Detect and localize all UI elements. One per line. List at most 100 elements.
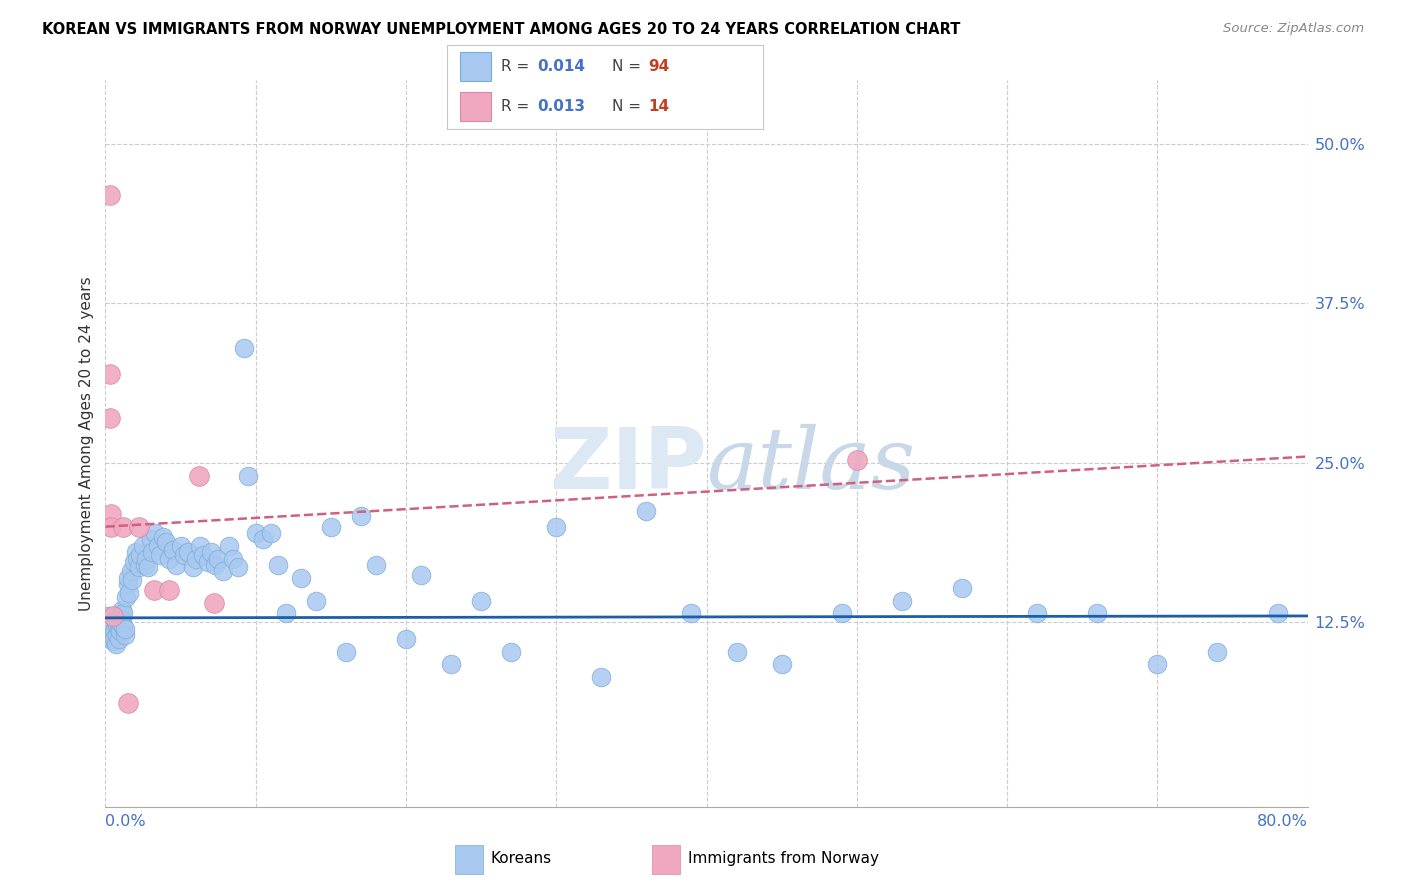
Point [114,622,136,636]
Point [222,551,245,566]
Text: ZIP: ZIP [548,424,707,507]
Point [155,535,177,549]
Text: 14: 14 [648,99,669,114]
FancyBboxPatch shape [460,53,492,81]
Point [165,558,187,572]
Point [831,607,853,621]
Point [142,583,165,598]
Point [115,590,138,604]
Point [132,539,155,553]
Point [141,545,163,559]
Point [305,593,328,607]
Point [125,551,148,566]
Point [118,586,141,600]
Text: N =: N = [612,59,645,74]
Point [128,560,150,574]
Point [470,593,492,607]
Point [139,533,162,547]
Point [636,504,658,518]
Point [100,507,122,521]
Point [204,558,226,572]
Point [108,622,131,636]
Point [845,453,868,467]
Text: atlas: atlas [707,425,915,507]
Point [770,657,793,672]
Y-axis label: Unemployment Among Ages 20 to 24 years: Unemployment Among Ages 20 to 24 years [79,277,94,611]
Point [98,615,121,630]
Point [187,468,209,483]
Point [98,188,121,202]
Point [232,341,254,355]
Point [319,519,342,533]
Point [409,568,432,582]
Point [725,645,748,659]
Point [122,555,145,569]
Point [591,670,613,684]
Point [108,632,131,646]
Text: KOREAN VS IMMIGRANTS FROM NORWAY UNEMPLOYMENT AMONG AGES 20 TO 24 YEARS CORRELAT: KOREAN VS IMMIGRANTS FROM NORWAY UNEMPLO… [42,22,960,37]
Point [120,564,142,578]
Point [184,551,207,566]
Point [100,519,122,533]
Text: 0.0%: 0.0% [105,814,146,830]
Point [129,548,152,562]
Point [197,555,219,569]
Point [128,519,150,533]
Point [181,560,204,574]
Point [226,560,249,574]
Point [218,539,240,553]
Point [146,539,169,553]
Point [1267,607,1289,621]
Point [98,367,121,381]
Point [103,624,125,639]
Text: Koreans: Koreans [491,851,551,866]
Point [350,509,373,524]
Point [162,542,184,557]
Point [290,571,312,585]
Point [207,551,229,566]
Point [148,548,170,562]
Point [152,530,174,544]
Point [135,551,157,566]
Point [111,602,134,616]
Point [104,615,127,630]
Point [107,619,129,633]
Point [546,519,568,533]
Point [245,526,267,541]
Point [335,645,357,659]
Text: Immigrants from Norway: Immigrants from Norway [688,851,879,866]
Point [110,609,132,624]
Point [1206,645,1229,659]
Point [1026,607,1049,621]
Point [101,628,124,642]
Point [260,526,283,541]
Point [100,622,122,636]
Text: R =: R = [501,59,534,74]
Point [117,577,139,591]
Point [191,548,214,562]
Point [200,545,222,559]
Point [97,609,120,624]
FancyBboxPatch shape [652,845,681,874]
Point [112,619,135,633]
Text: N =: N = [612,99,645,114]
Point [890,593,912,607]
Point [117,571,139,585]
Text: R =: R = [501,99,534,114]
Point [1085,607,1108,621]
Point [440,657,463,672]
Point [98,411,121,425]
Point [157,551,180,566]
Text: Source: ZipAtlas.com: Source: ZipAtlas.com [1223,22,1364,36]
Point [238,468,260,483]
Text: 0.014: 0.014 [537,59,585,74]
Point [103,632,125,646]
Point [157,583,180,598]
FancyBboxPatch shape [456,845,482,874]
Point [110,624,132,639]
Point [110,615,132,630]
Point [101,634,124,648]
Point [252,533,274,547]
Point [134,558,156,572]
Point [107,628,129,642]
